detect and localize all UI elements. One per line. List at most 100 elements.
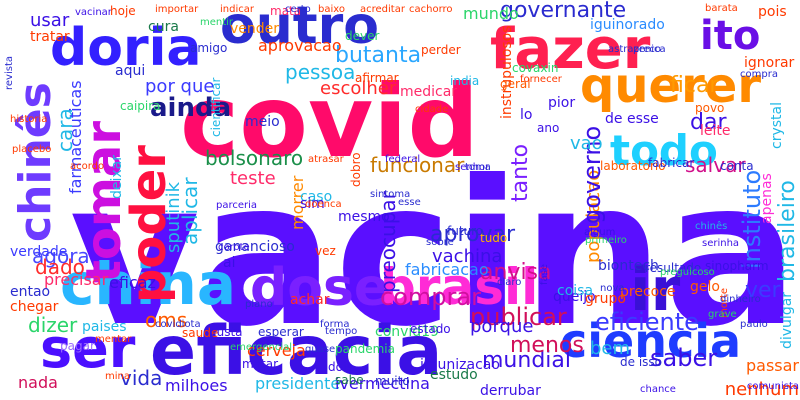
cloud-word: importar	[155, 4, 199, 15]
cloud-word: butanta	[335, 43, 422, 68]
cloud-word: fabricar	[648, 156, 695, 170]
cloud-word: pandemia	[335, 342, 395, 356]
cloud-word: porque	[470, 316, 534, 337]
cloud-word: futuro	[447, 224, 484, 238]
cloud-word: povo	[695, 101, 725, 115]
cloud-word: fornecer	[520, 74, 562, 85]
cloud-word: resultado	[645, 261, 702, 275]
cloud-word: fabricacao	[405, 260, 489, 279]
cloud-word: quase	[305, 344, 336, 355]
cloud-word: mesmo	[338, 209, 390, 225]
cloud-word: aprovacao	[258, 36, 342, 55]
cloud-word: aqui	[115, 63, 146, 79]
cloud-word: ficar	[670, 73, 719, 98]
cloud-word: preco	[633, 44, 662, 55]
cloud-word: crystal	[769, 102, 785, 149]
cloud-word: bolsonaro	[205, 146, 304, 170]
cloud-word: querer	[580, 58, 761, 114]
cloud-word: conta	[720, 159, 754, 173]
cloud-word: placebo	[12, 144, 52, 155]
cloud-word: achar	[290, 292, 330, 308]
cloud-word: federal	[385, 154, 421, 165]
cloud-word: barata	[705, 3, 738, 14]
cloud-word: custa	[210, 325, 243, 339]
cloud-word: publicar	[470, 303, 567, 331]
cloud-word: nada	[18, 373, 58, 392]
cloud-word: paises	[82, 319, 127, 335]
cloud-word: corote	[218, 242, 250, 253]
cloud-word: menos	[510, 333, 584, 358]
cloud-word: divulgar	[779, 291, 795, 349]
cloud-word: vacinar	[75, 7, 112, 18]
cloud-word: nova	[600, 283, 625, 294]
cloud-word: hoje	[110, 4, 136, 18]
cloud-word: dobro	[349, 152, 363, 187]
cloud-word: leite	[700, 123, 731, 139]
cloud-word: passar	[745, 356, 799, 375]
cloud-word: bem	[590, 338, 631, 359]
cloud-word: queijo	[553, 289, 596, 305]
cloud-word: estado	[410, 322, 451, 336]
cloud-word: covaxin	[512, 61, 559, 75]
cloud-word: covid	[180, 63, 480, 180]
cloud-word: teste	[230, 168, 276, 189]
cloud-word: meio	[245, 114, 280, 130]
cloud-word: caipira	[120, 99, 161, 113]
cloud-word: plano	[245, 299, 273, 310]
cloud-word: por que	[145, 76, 215, 97]
cloud-word: todo	[610, 126, 718, 175]
cloud-word: medicar	[400, 84, 458, 100]
cloud-word: acordo	[70, 161, 105, 172]
cloud-word: imunizacao	[420, 357, 500, 373]
cloud-word: dois	[328, 360, 353, 374]
cloud-word: eficiente	[595, 308, 699, 336]
cloud-word: pois	[758, 4, 787, 20]
cloud-word: funcionar	[370, 153, 465, 177]
cloud-word: sabe	[335, 373, 364, 387]
cloud-word: pior	[548, 95, 576, 111]
cloud-word: dado	[35, 255, 85, 279]
cloud-word: precisar	[44, 270, 109, 289]
cloud-word: sim	[300, 196, 325, 212]
cloud-word: chance	[640, 384, 676, 395]
cloud-word: ito	[700, 13, 761, 59]
cloud-word: dinheiro	[720, 294, 761, 305]
cloud-word: preocupar	[376, 191, 400, 293]
cloud-word: lo	[520, 107, 533, 123]
cloud-word: mentir	[200, 17, 234, 28]
cloud-word: biontech	[598, 258, 659, 274]
cloud-word: mundial	[482, 348, 571, 373]
cloud-word: toma	[465, 162, 491, 173]
cloud-word: vez	[315, 244, 336, 258]
cloud-word: doria	[50, 18, 202, 78]
cloud-word: precoce	[620, 284, 676, 300]
cloud-word: derrubar	[480, 383, 541, 399]
cloud-word: vao	[570, 133, 603, 154]
cloud-word: dizer	[28, 313, 78, 337]
cloud-word: instrupulosos	[499, 25, 515, 119]
cloud-word: perder	[421, 43, 461, 57]
cloud-word: entao	[10, 284, 51, 300]
cloud-word: saude	[182, 326, 219, 340]
cloud-word: doenca	[305, 199, 342, 210]
cloud-word: esperar	[258, 325, 304, 339]
cloud-word: baixo	[318, 4, 345, 15]
cloud-word: comunista	[746, 381, 799, 392]
cloud-word: tudo	[480, 231, 508, 245]
cloud-word: tanto	[508, 143, 533, 202]
cloud-word: revista	[4, 56, 15, 90]
cloud-word: salvar	[685, 153, 746, 177]
cloud-word: ai	[223, 255, 236, 271]
cloud-word: de esse	[605, 111, 659, 127]
cloud-word: senhor	[455, 162, 490, 173]
cloud-word: verdade	[10, 244, 68, 260]
cloud-word: preguicoso	[660, 267, 715, 278]
cloud-word: forma	[320, 319, 350, 330]
cloud-word: tratar	[30, 29, 70, 45]
cloud-word: certo	[285, 4, 311, 15]
cloud-word: mina	[105, 371, 130, 382]
cloud-word: ano	[537, 121, 560, 135]
cloud-word: estudo	[430, 367, 478, 383]
cloud-word: oms	[145, 308, 188, 332]
